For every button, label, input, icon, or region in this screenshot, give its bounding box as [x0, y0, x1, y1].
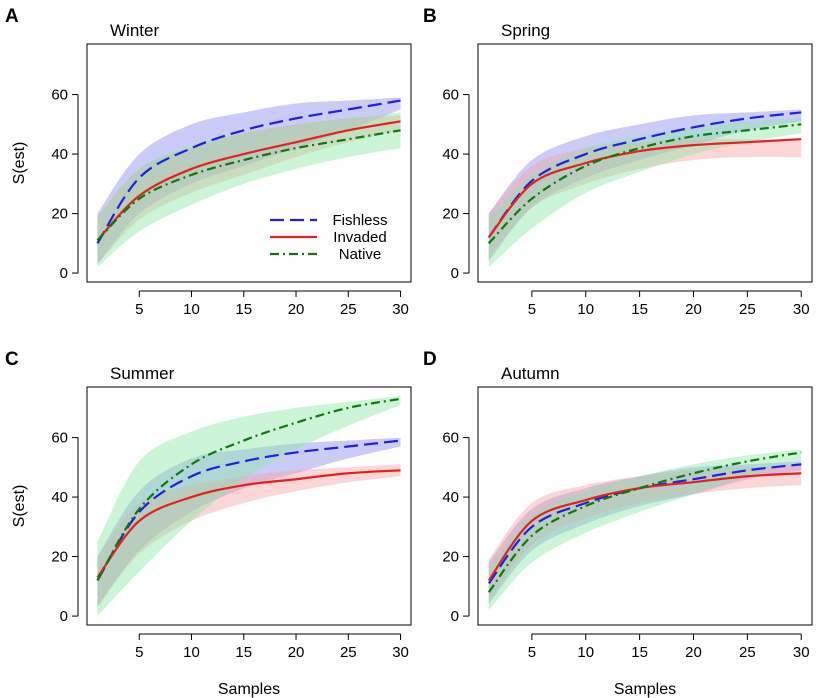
spring-y-tick-label: 60 — [442, 87, 459, 104]
summer-y-tick-label: 60 — [51, 430, 68, 447]
spring-x-tick-label: 25 — [739, 301, 756, 318]
summer-x-tick-label: 25 — [340, 644, 357, 661]
spring-band-fishless — [488, 109, 802, 262]
spring-band-native — [488, 118, 802, 268]
summer-x-tick-label: 10 — [183, 644, 200, 661]
winter-season-title: Winter — [110, 21, 159, 40]
spring-line-fishless — [487, 111, 802, 239]
winter-band-invaded — [97, 115, 401, 265]
winter-line-invaded — [96, 120, 401, 242]
summer-y-tick-label: 20 — [51, 549, 68, 566]
summer-band-fishless — [97, 437, 401, 608]
winter-y-tick-label: 0 — [60, 265, 68, 282]
panel-spring: 5 10 15 20 25 30 0 20 40 60 B Spring — [423, 6, 813, 318]
summer-season-title: Summer — [110, 364, 175, 383]
summer-y-tick-label: 0 — [60, 608, 68, 625]
summer-x-tick-label: 30 — [392, 644, 409, 661]
legend-label-native: Native — [339, 246, 382, 263]
winter-band-fishless — [97, 97, 401, 265]
spring-line-native — [487, 123, 802, 245]
winter-y-tick-label: 60 — [51, 87, 68, 104]
summer-y-axis-title: S(est) — [11, 485, 28, 528]
autumn-band-fishless — [488, 461, 802, 605]
summer-band-native — [97, 395, 401, 617]
spring-x-tick-label: 30 — [793, 301, 810, 318]
spring-x-tick-label: 10 — [577, 301, 594, 318]
winter-y-axis-title: S(est) — [11, 142, 28, 185]
spring-x-tick-label: 15 — [631, 301, 648, 318]
summer-plot-frame — [86, 386, 412, 626]
autumn-y-tick-label: 20 — [442, 549, 459, 566]
winter-y-tick-label: 40 — [51, 146, 68, 163]
summer-x-tick-label: 20 — [288, 644, 305, 661]
winter-x-tick-label: 15 — [235, 301, 252, 318]
summer-line-native — [96, 397, 401, 581]
winter-plot-frame — [86, 43, 412, 283]
summer-x-tick-label: 5 — [135, 644, 143, 661]
legend-label-invaded: Invaded — [333, 229, 386, 246]
autumn-y-tick-label: 60 — [442, 430, 459, 447]
panel-summer: 5 10 15 20 25 30 0 20 40 60 C Summer S(est) Samples — [5, 349, 412, 698]
autumn-x-tick-label: 10 — [577, 644, 594, 661]
spring-y-tick-label: 0 — [451, 265, 459, 282]
panel-winter: 5 10 15 20 25 30 0 20 40 60 A Winter S(est) FishlessI… — [5, 6, 412, 318]
summer-x-tick-label: 15 — [235, 644, 252, 661]
winter-panel-letter: A — [5, 6, 19, 27]
summer-line-invaded — [96, 469, 401, 579]
legend-label-fishless: Fishless — [332, 212, 387, 229]
autumn-x-axis-title: Samples — [614, 681, 676, 698]
spring-y-tick-label: 40 — [442, 146, 459, 163]
autumn-season-title: Autumn — [501, 364, 560, 383]
autumn-x-tick-label: 30 — [793, 644, 810, 661]
autumn-x-tick-label: 20 — [685, 644, 702, 661]
autumn-plot-frame — [477, 386, 813, 626]
autumn-panel-letter: D — [423, 349, 437, 370]
winter-band-native — [97, 112, 401, 268]
summer-band-invaded — [97, 464, 401, 608]
autumn-x-tick-label: 5 — [528, 644, 536, 661]
autumn-y-tick-label: 0 — [451, 608, 459, 625]
winter-x-tick-label: 10 — [183, 301, 200, 318]
spring-season-title: Spring — [501, 21, 550, 40]
spring-y-tick-label: 20 — [442, 206, 459, 223]
autumn-band-native — [488, 449, 802, 611]
autumn-y-tick-label: 40 — [442, 489, 459, 506]
autumn-band-invaded — [488, 464, 802, 602]
winter-line-fishless — [96, 99, 401, 244]
autumn-x-tick-label: 25 — [739, 644, 756, 661]
spring-x-tick-label: 5 — [528, 301, 536, 318]
spring-line-invaded — [487, 138, 802, 239]
autumn-line-native — [487, 451, 802, 593]
spring-panel-letter: B — [423, 6, 437, 27]
winter-x-tick-label: 25 — [340, 301, 357, 318]
autumn-x-tick-label: 15 — [631, 644, 648, 661]
panel-autumn: 5 10 15 20 25 30 0 20 40 60 D Autumn Samples — [423, 349, 813, 698]
winter-x-tick-label: 30 — [392, 301, 409, 318]
summer-y-tick-label: 40 — [51, 489, 68, 506]
summer-x-axis-title: Samples — [218, 681, 280, 698]
winter-line-native — [96, 129, 401, 242]
winter-x-tick-label: 5 — [135, 301, 143, 318]
summer-panel-letter: C — [5, 349, 19, 370]
spring-x-tick-label: 20 — [685, 301, 702, 318]
winter-x-tick-label: 20 — [288, 301, 305, 318]
spring-plot-frame — [477, 43, 813, 283]
winter-y-tick-label: 20 — [51, 206, 68, 223]
autumn-line-invaded — [487, 472, 802, 582]
summer-line-fishless — [96, 439, 401, 581]
